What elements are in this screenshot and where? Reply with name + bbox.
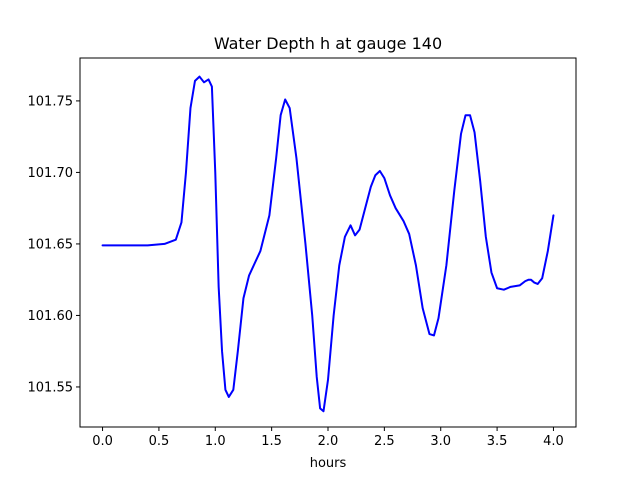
x-tick-label: 3.0: [430, 434, 451, 449]
x-tick-label: 4.0: [543, 434, 564, 449]
x-axis-label: hours: [310, 456, 347, 471]
plot-area: 0.0 0.5 1.0 1.5 2.0 2.5 3.0 3.5 4.0 101.55 101.60 1…: [28, 57, 577, 449]
y-tick-label: 101.60: [28, 309, 74, 324]
x-tick-label: 1.5: [261, 434, 282, 449]
y-tick-label: 101.70: [28, 166, 74, 181]
series-line-0: [101, 75, 555, 413]
y-tick-label: 101.55: [28, 380, 74, 395]
y-tick-label: 101.65: [28, 237, 74, 252]
x-tick-label: 1.0: [205, 434, 226, 449]
x-tick-label: 2.5: [374, 434, 395, 449]
x-tick-label: 2.0: [318, 434, 339, 449]
x-tick-label: 0.0: [92, 434, 113, 449]
x-tick-label: 0.5: [149, 434, 170, 449]
chart-title: Water Depth h at gauge 140: [214, 34, 442, 53]
y-tick-label: 101.75: [28, 94, 74, 109]
x-tick-label: 3.5: [487, 434, 508, 449]
